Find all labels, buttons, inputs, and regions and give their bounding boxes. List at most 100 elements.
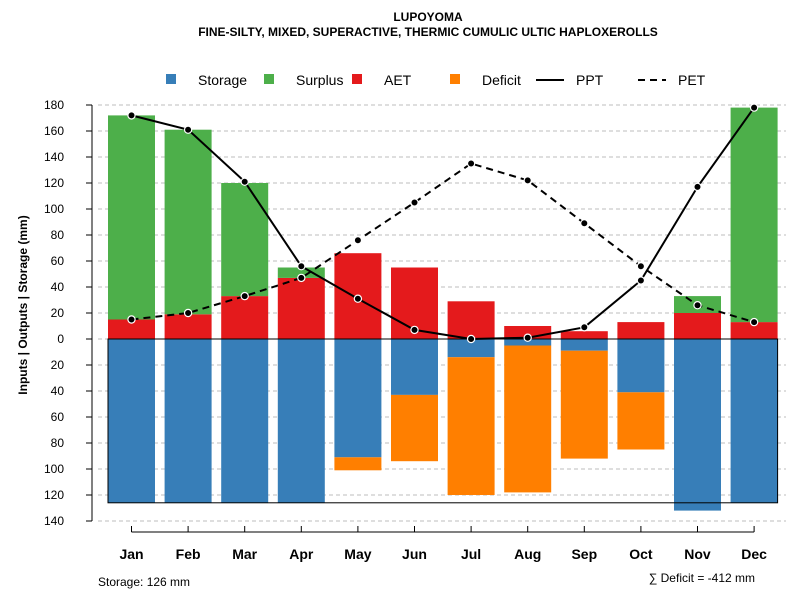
ppt-point-mar: [240, 177, 249, 186]
aet-bar-nov: [674, 313, 721, 339]
pet-point-apr: [297, 273, 306, 283]
deficit-legend-swatch: [450, 74, 460, 84]
ppt-line: [131, 107, 755, 341]
surplus-legend-label: Surplus: [296, 72, 343, 88]
pet-point-jul: [466, 159, 476, 168]
storage-bar-nov: [674, 339, 721, 511]
pet-point-aug: [523, 176, 532, 185]
storage-bar-mar: [221, 339, 269, 503]
aet-bar-oct: [617, 322, 665, 339]
y-tick-label: 40: [51, 384, 65, 398]
x-tick-label-jun: Jun: [402, 546, 427, 562]
deficit-bar-oct: [617, 392, 665, 450]
ppt-point-dec: [749, 103, 759, 112]
aet-bar-jan: [108, 319, 155, 339]
x-tick-label-dec: Dec: [741, 546, 767, 562]
aet-bar-feb: [164, 314, 212, 339]
pet-point-dec: [749, 317, 759, 327]
x-tick-label-mar: Mar: [232, 546, 257, 562]
x-tick-label-oct: Oct: [629, 546, 653, 562]
aet-bar-apr: [277, 277, 325, 339]
ppt-point-jan: [127, 111, 136, 120]
x-tick-label-feb: Feb: [176, 546, 201, 562]
series-lines: [127, 103, 759, 344]
storage-bar-jan: [108, 339, 155, 503]
storage-legend-label: Storage: [198, 72, 247, 88]
y-tick-label: 140: [44, 150, 64, 164]
aet-bar-jul: [447, 301, 495, 339]
pet-point-sep: [580, 219, 589, 228]
legend: Storage Surplus AET Deficit PPT PET: [166, 72, 706, 88]
y-axis-label: Inputs | Outputs | Storage (mm): [16, 215, 30, 394]
chart-subtitle: FINE-SILTY, MIXED, SUPERACTIVE, THERMIC …: [198, 25, 658, 39]
ppt-point-jul: [466, 334, 476, 344]
y-tick-label: 100: [44, 202, 64, 216]
x-tick-label-sep: Sep: [571, 546, 597, 562]
pet-point-jan: [127, 315, 136, 324]
x-tick-label-aug: Aug: [514, 546, 541, 562]
storage-bar-dec: [730, 339, 778, 503]
y-tick-label: 60: [51, 254, 65, 268]
surplus-bar-mar: [221, 183, 269, 297]
pet-point-nov: [693, 301, 702, 310]
chart-title: LUPOYOMA: [393, 10, 463, 24]
y-tick-label: 80: [51, 228, 65, 242]
ppt-point-apr: [297, 262, 306, 271]
pet-point-jun: [410, 198, 419, 207]
aet-legend-swatch: [352, 74, 362, 84]
storage-bar-sep: [560, 339, 608, 351]
deficit-bar-sep: [560, 350, 608, 459]
y-tick-label: 0: [57, 332, 64, 346]
pet-point-oct: [636, 262, 646, 271]
storage-bar-aug: [504, 339, 552, 346]
pet-point-may: [353, 235, 363, 245]
bars: [107, 107, 779, 511]
storage-bar-may: [334, 339, 382, 458]
ppt-point-sep: [580, 323, 589, 332]
x-tick-label-may: May: [344, 546, 371, 562]
axes: 180 160 140 120 100 80 60 40 20 0 20 40 60 80 100 120 14…: [44, 98, 767, 562]
pet-legend-label: PET: [678, 72, 706, 88]
y-tick-label: 120: [44, 488, 64, 502]
x-tick-label-nov: Nov: [684, 546, 711, 562]
deficit-footnote: ∑ Deficit = -412 mm: [649, 571, 755, 585]
deficit-bar-aug: [504, 345, 552, 493]
y-tick-label: 100: [44, 462, 64, 476]
deficit-bar-may: [334, 457, 382, 471]
y-tick-label: 140: [44, 514, 64, 528]
pet-point-feb: [183, 308, 193, 318]
ppt-legend-label: PPT: [576, 72, 604, 88]
storage-bar-apr: [277, 339, 325, 503]
storage-bar-jul: [447, 339, 495, 358]
pet-line: [131, 162, 755, 324]
ppt-point-oct: [636, 276, 646, 285]
storage-footnote: Storage: 126 mm: [98, 575, 190, 589]
storage-bar-jun: [391, 339, 438, 395]
aet-bar-mar: [221, 296, 269, 339]
ppt-point-nov: [693, 182, 702, 192]
y-tick-label: 160: [44, 124, 64, 138]
ppt-point-may: [353, 294, 363, 303]
surplus-legend-swatch: [264, 74, 274, 84]
y-tick-label: 120: [44, 176, 64, 190]
deficit-legend-label: Deficit: [482, 72, 521, 88]
deficit-bar-jul: [447, 357, 495, 495]
x-tick-label-apr: Apr: [289, 546, 314, 562]
storage-bar-oct: [617, 339, 665, 393]
y-tick-label: 40: [51, 280, 65, 294]
gridlines: [98, 104, 786, 522]
deficit-bar-jun: [391, 394, 438, 462]
y-tick-label: 20: [51, 358, 65, 372]
ppt-point-feb: [183, 125, 193, 134]
storage-bar-feb: [164, 339, 212, 503]
storage-legend-swatch: [166, 74, 176, 84]
surplus-bar-jan: [108, 115, 155, 320]
ppt-point-aug: [523, 333, 532, 342]
y-tick-label: 80: [51, 436, 65, 450]
aet-legend-label: AET: [384, 72, 412, 88]
surplus-bar-apr: [277, 267, 325, 278]
aet-bar-dec: [730, 322, 778, 339]
surplus-bar-feb: [164, 129, 212, 315]
y-tick-label: 20: [51, 306, 65, 320]
